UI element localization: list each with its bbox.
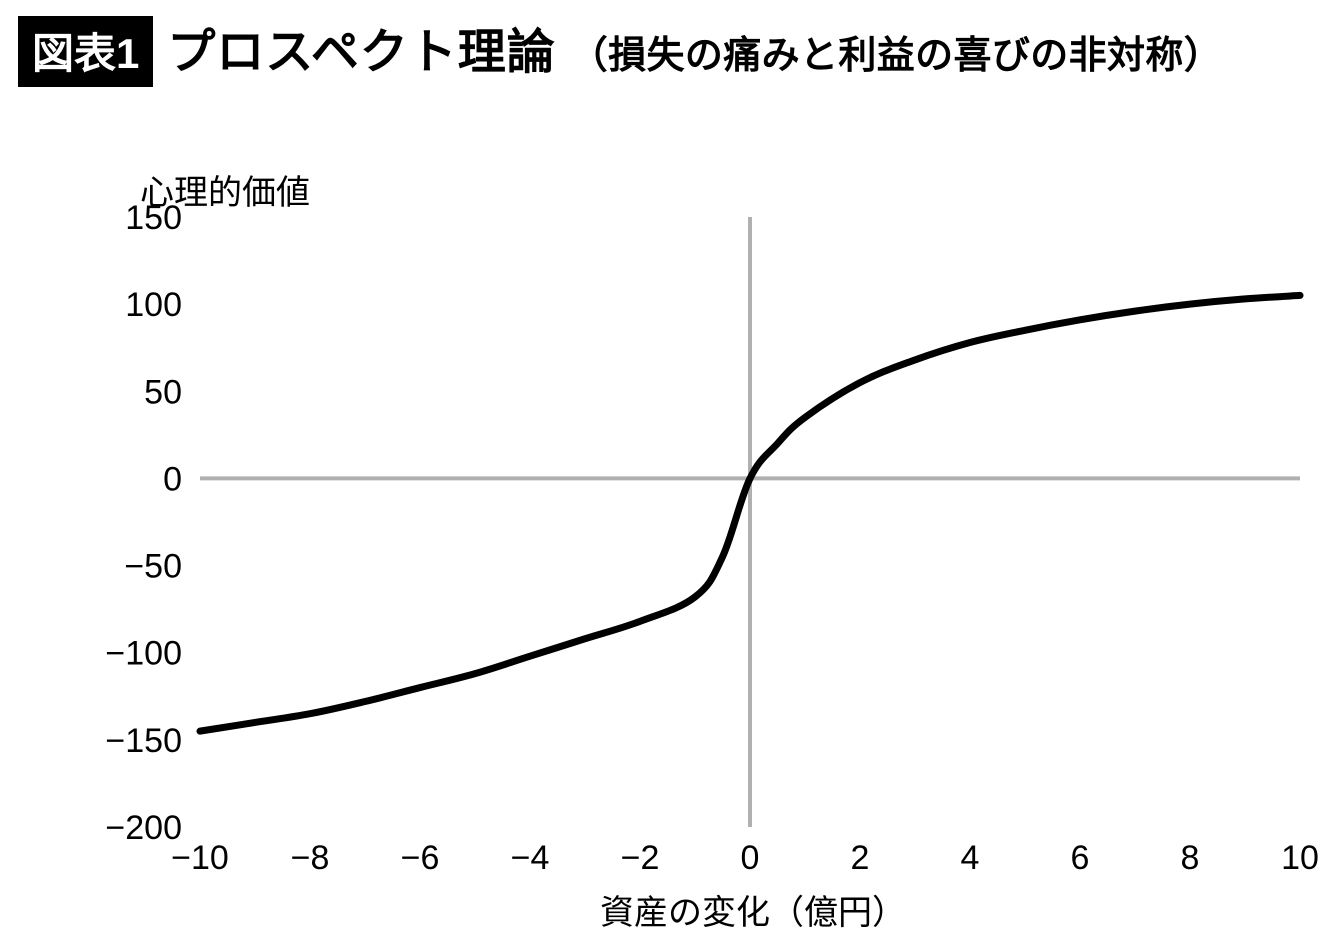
- x-tick-label: −4: [511, 839, 550, 877]
- x-tick-label: −2: [621, 839, 660, 877]
- chart-title-main: プロスペクト理論: [167, 12, 555, 82]
- x-tick-label: 4: [961, 839, 980, 877]
- x-tick-label: 8: [1181, 839, 1200, 877]
- x-tick-label: −6: [401, 839, 440, 877]
- y-tick-label: −100: [105, 635, 182, 673]
- x-tick-label: 10: [1281, 839, 1319, 877]
- chart-header: 図表1 プロスペクト理論 （損失の痛みと利益の喜びの非対称）: [0, 0, 1340, 87]
- y-tick-label: 0: [163, 460, 182, 498]
- y-tick-label: −50: [124, 548, 182, 586]
- chart-container: 心理的価値 −200−150−100−50050100150−10−8−6−4−…: [0, 87, 1340, 887]
- y-tick-label: 50: [144, 373, 182, 411]
- chart-title-sub: （損失の痛みと利益の喜びの非対称）: [570, 24, 1222, 79]
- x-tick-label: 6: [1071, 839, 1090, 877]
- y-axis-title: 心理的価値: [140, 165, 310, 214]
- x-axis-title: 資産の変化（億円）: [600, 885, 906, 934]
- x-tick-label: −8: [291, 839, 330, 877]
- x-tick-label: 2: [851, 839, 870, 877]
- x-tick-label: 0: [741, 839, 760, 877]
- x-tick-label: −10: [171, 839, 229, 877]
- y-tick-label: 100: [125, 286, 182, 324]
- figure-badge: 図表1: [18, 16, 153, 87]
- y-tick-label: −150: [105, 722, 182, 760]
